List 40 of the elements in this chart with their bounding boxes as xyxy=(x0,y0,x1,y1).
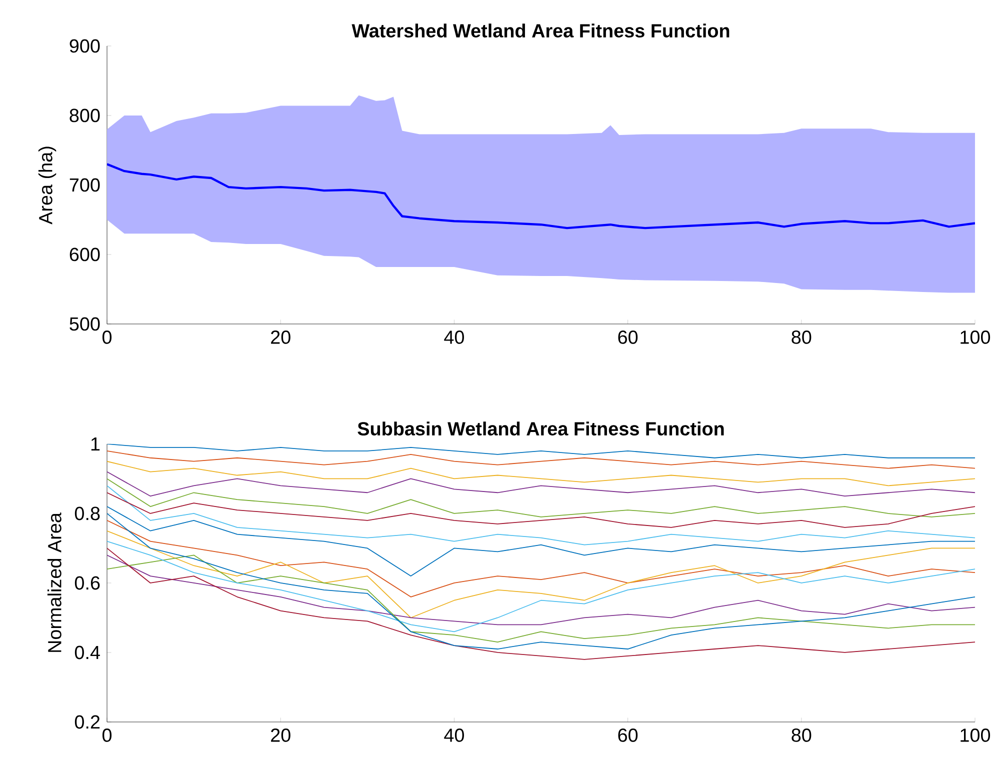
line-series xyxy=(107,540,976,632)
x-tick-label: 20 xyxy=(271,728,290,742)
line-series xyxy=(107,478,976,518)
x-tick-label: 100 xyxy=(960,728,990,742)
x-tick-label: 0 xyxy=(102,728,112,742)
y-axis-title: Area (ha) xyxy=(38,146,56,224)
x-tick-label: 60 xyxy=(618,728,638,742)
line-series xyxy=(107,554,976,643)
y-tick-label: 600 xyxy=(70,248,100,262)
y-tick-label: 800 xyxy=(70,108,100,122)
y-tick-label: 0.2 xyxy=(74,715,100,729)
y-tick-label: 700 xyxy=(70,178,100,192)
x-tick-label: 80 xyxy=(792,728,812,742)
x-tick-label: 40 xyxy=(444,728,464,742)
line-series xyxy=(107,548,976,660)
x-tick-label: 60 xyxy=(618,330,638,344)
chart-title: Subbasin Wetland Area Fitness Function xyxy=(358,422,724,436)
line-series xyxy=(107,450,976,469)
chart-title: Watershed Wetland Area Fitness Function xyxy=(352,24,730,38)
x-tick-label: 100 xyxy=(960,330,990,344)
line-series xyxy=(107,520,976,598)
y-tick-label: 0.4 xyxy=(74,646,100,660)
x-tick-label: 80 xyxy=(792,330,812,344)
y-tick-label: 900 xyxy=(70,39,100,53)
line-series xyxy=(107,530,976,618)
line-series xyxy=(107,485,976,546)
line-series xyxy=(107,554,976,626)
y-tick-label: 0.6 xyxy=(74,576,100,590)
y-tick-label: 1 xyxy=(91,437,100,450)
x-tick-label: 20 xyxy=(271,330,290,344)
line-series xyxy=(107,471,976,497)
x-tick-label: 40 xyxy=(444,330,464,344)
x-tick-label: 0 xyxy=(102,330,112,344)
line-series xyxy=(107,460,976,486)
line-series xyxy=(107,492,976,528)
line-series xyxy=(107,506,976,576)
line-series xyxy=(107,513,976,650)
y-tick-label: 0.8 xyxy=(74,506,100,520)
y-axis-title: Normalized Area xyxy=(47,512,62,652)
y-tick-label: 500 xyxy=(70,317,100,331)
